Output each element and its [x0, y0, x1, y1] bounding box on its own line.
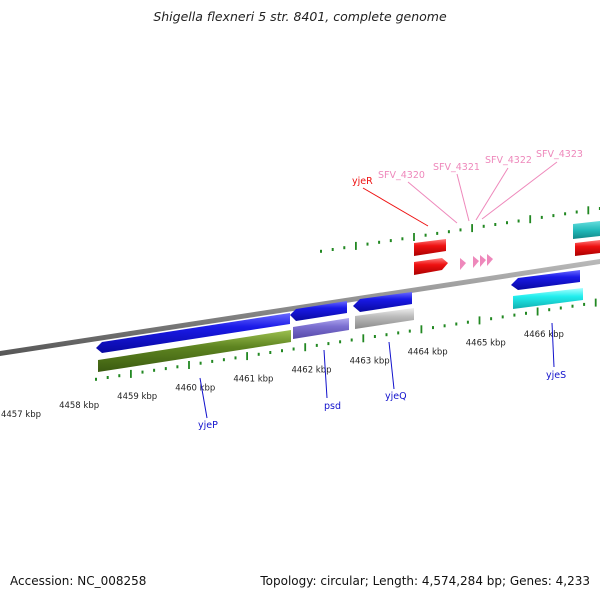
gene-SFV_4320-arrow[interactable] [460, 258, 466, 270]
gene-SFV_4323-arrow[interactable] [487, 254, 493, 266]
scale-label: 4459 kbp [117, 392, 157, 402]
gene-psd-bar[interactable] [293, 318, 349, 339]
scale-label: 4458 kbp [59, 401, 99, 411]
gene-yjeS-arrow[interactable] [511, 270, 580, 290]
gene-yjeP-arrow[interactable] [96, 313, 290, 353]
gene-yjeR-arrow[interactable] [414, 258, 448, 275]
scale-label: 4463 kbp [350, 357, 390, 367]
upper-scale-ticks [320, 206, 600, 253]
gene-teal-edge[interactable] [573, 221, 600, 239]
scale-label: 4466 kbp [524, 330, 564, 340]
label-SFV_4321[interactable]: SFV_4321 [433, 162, 480, 173]
leader-yjeS [551, 322, 555, 368]
scale-labels: 4457 kbp 4458 kbp 4459 kbp 4460 kbp 4461 kbp… [1, 330, 564, 420]
gene-yjeP-bar[interactable] [98, 330, 291, 372]
label-SFV_4320[interactable]: SFV_4320 [378, 170, 425, 181]
label-SFV_4323[interactable]: SFV_4323 [536, 149, 583, 160]
label-yjeQ[interactable]: yjeQ [385, 391, 407, 402]
scale-label: 4465 kbp [466, 339, 506, 349]
gene-psd-arrow[interactable] [290, 301, 347, 321]
label-psd[interactable]: psd [324, 401, 341, 412]
gene-SFV_4321-arrow[interactable] [473, 256, 479, 268]
leader-SFV_4321 [456, 173, 470, 222]
leader-yjeP [199, 377, 208, 419]
label-yjeP[interactable]: yjeP [198, 420, 218, 431]
lower-scale-ticks [95, 298, 597, 381]
leader-psd [323, 349, 328, 399]
leader-SFV_4322 [475, 167, 509, 221]
label-yjeR[interactable]: yjeR [352, 176, 373, 187]
accession-text: Accession: NC_008258 [10, 574, 147, 588]
genome-summary-text: Topology: circular; Length: 4,574,284 bp… [260, 574, 590, 588]
gene-yjeR-box[interactable] [414, 239, 446, 256]
map-title: Shigella flexneri 5 str. 8401, complete … [153, 9, 447, 24]
gene-yjeS-bar[interactable] [513, 288, 583, 309]
genome-backbone [0, 259, 600, 356]
gene-red-edge[interactable] [575, 240, 600, 256]
label-SFV_4322[interactable]: SFV_4322 [485, 155, 532, 166]
leader-yjeR [362, 187, 429, 227]
scale-label: 4462 kbp [291, 365, 331, 375]
label-yjeS[interactable]: yjeS [546, 370, 566, 381]
scale-label: 4460 kbp [175, 383, 215, 393]
scale-label: 4457 kbp [1, 410, 41, 420]
scale-label: 4464 kbp [408, 348, 448, 358]
leader-SFV_4320 [407, 181, 458, 224]
gene-yjeQ-arrow[interactable] [353, 292, 412, 312]
leader-yjeQ [388, 341, 395, 390]
gene-yjeQ-bar[interactable] [355, 308, 414, 329]
leader-SFV_4323 [481, 161, 558, 220]
gene-SFV_4322-arrow[interactable] [480, 255, 486, 267]
scale-label: 4461 kbp [233, 374, 273, 384]
